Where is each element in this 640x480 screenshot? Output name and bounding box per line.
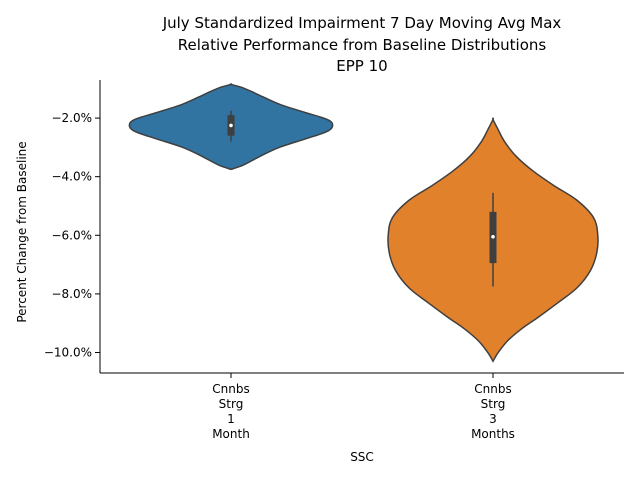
violin-median-point [229, 123, 233, 128]
y-tick-label: −2.0% [51, 111, 92, 125]
x-tick-label-line: Cnnbs [212, 382, 249, 396]
plot-area [128, 83, 599, 363]
y-axis-ticks: −10.0% −8.0% −6.0% −4.0% −2.0% [44, 111, 100, 359]
x-tick-label-line: Strg [219, 397, 244, 411]
chart-title: July Standardized Impairment 7 Day Movin… [162, 14, 562, 75]
violin-2 [387, 117, 599, 363]
y-tick-label: −4.0% [51, 170, 92, 184]
x-tick-label-line: Strg [481, 397, 506, 411]
title-line-1: July Standardized Impairment 7 Day Movin… [162, 14, 562, 32]
x-tick-label-line: Cnnbs [474, 382, 511, 396]
x-tick-label-line: Month [212, 427, 250, 441]
x-tick-label-line: Months [471, 427, 515, 441]
x-tick-label-line: 3 [489, 412, 497, 426]
x-axis-label: SSC [350, 450, 374, 464]
y-tick-label: −8.0% [51, 287, 92, 301]
axes-frame [99, 80, 624, 374]
y-tick-label: −6.0% [51, 228, 92, 242]
title-line-3: EPP 10 [336, 57, 387, 75]
violin-median-point [491, 234, 495, 239]
y-axis-label: Percent Change from Baseline [15, 141, 29, 322]
x-tick-label-line: 1 [227, 412, 235, 426]
y-tick-label: −10.0% [44, 345, 92, 359]
title-line-2: Relative Performance from Baseline Distr… [178, 36, 547, 54]
violin-1 [128, 83, 334, 171]
